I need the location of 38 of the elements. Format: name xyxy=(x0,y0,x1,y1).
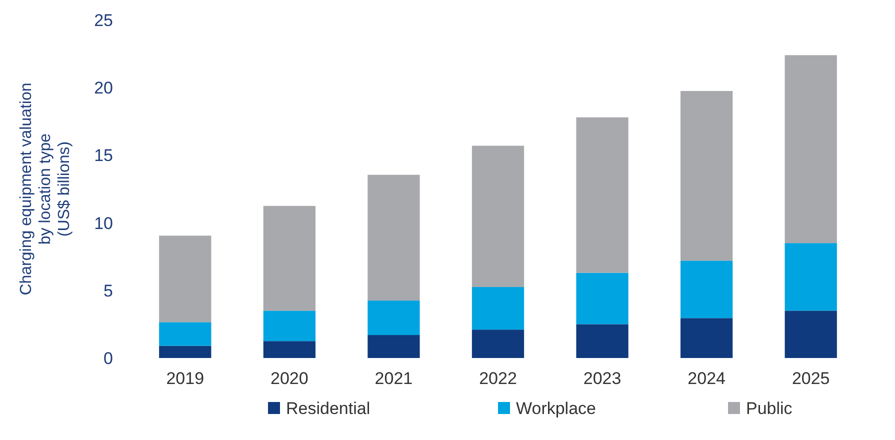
bar xyxy=(784,243,837,311)
legend-label: Workplace xyxy=(516,399,596,418)
bar xyxy=(576,324,628,358)
legend-label: Residential xyxy=(286,399,370,418)
bar xyxy=(159,236,212,322)
bar xyxy=(472,330,524,358)
bar xyxy=(472,287,524,330)
y-tick-label: 15 xyxy=(94,146,113,166)
x-tick-label: 2025 xyxy=(792,369,830,388)
bar xyxy=(368,174,420,301)
bar xyxy=(784,310,837,358)
bar xyxy=(263,310,316,342)
bar xyxy=(263,206,316,311)
bar xyxy=(680,90,733,261)
y-tick-label: 5 xyxy=(104,281,113,300)
bar xyxy=(159,322,212,346)
y-tick-label: 20 xyxy=(94,78,113,98)
y-tick-label: 0 xyxy=(104,348,113,368)
bar xyxy=(368,300,420,336)
bar xyxy=(159,346,212,358)
bar xyxy=(263,341,316,358)
x-tick-label: 2021 xyxy=(374,369,413,388)
legend-label: Public xyxy=(746,399,793,418)
y-tick-label: 25 xyxy=(94,10,113,30)
bar xyxy=(784,55,837,244)
x-tick-label: 2020 xyxy=(270,369,308,388)
bar xyxy=(680,318,733,358)
bar xyxy=(472,146,524,288)
x-tick-label: 2024 xyxy=(688,369,726,388)
x-tick-label: 2023 xyxy=(583,369,622,388)
x-tick-label: 2019 xyxy=(166,369,204,388)
bar xyxy=(680,260,733,318)
bar xyxy=(576,272,628,324)
y-tick-label: 10 xyxy=(94,214,113,233)
bar xyxy=(576,117,628,273)
x-tick-label: 2022 xyxy=(479,369,517,388)
y-axis-title: Charging equipment valuation by location type (US$ billions) xyxy=(18,82,74,296)
bar xyxy=(368,335,420,358)
